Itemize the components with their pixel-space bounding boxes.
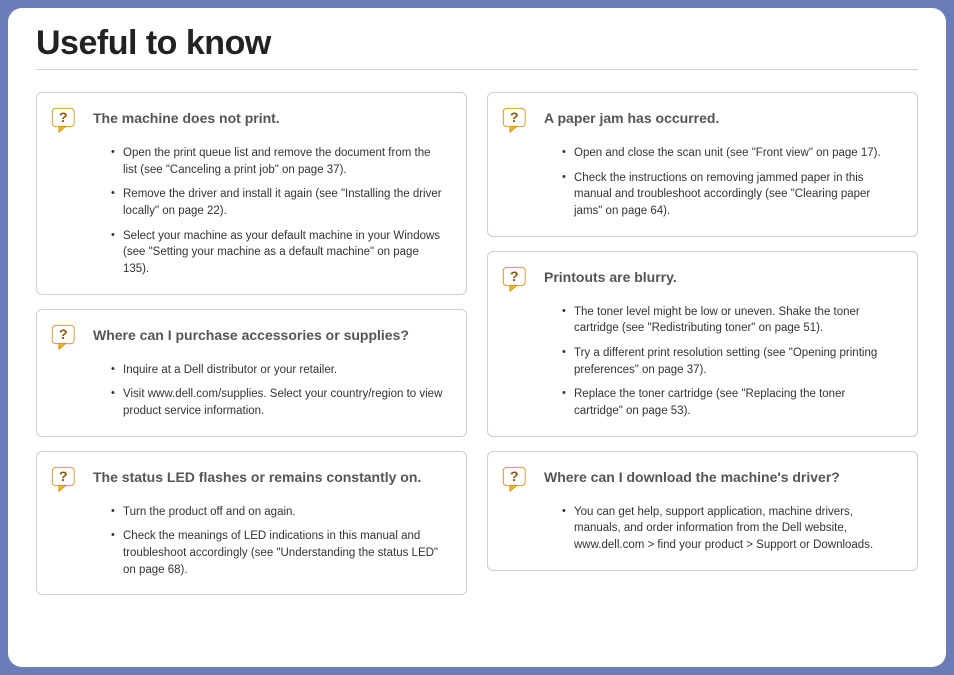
- faq-card: ? The machine does not print. Open the p…: [36, 92, 467, 295]
- faq-item-list: The toner level might be low or uneven. …: [502, 304, 903, 420]
- svg-text:?: ?: [59, 326, 68, 342]
- help-icon: ?: [502, 107, 530, 135]
- card-title: The status LED flashes or remains consta…: [93, 464, 421, 486]
- svg-text:?: ?: [510, 268, 519, 284]
- faq-item: Remove the driver and install it again (…: [111, 186, 446, 219]
- faq-item: Replace the toner cartridge (see "Replac…: [562, 386, 897, 419]
- faq-item: Check the instructions on removing jamme…: [562, 170, 897, 220]
- faq-card: ? The status LED flashes or remains cons…: [36, 451, 467, 596]
- card-title: Printouts are blurry.: [544, 264, 677, 286]
- faq-item: Check the meanings of LED indications in…: [111, 528, 446, 578]
- card-header: ? A paper jam has occurred.: [502, 105, 903, 135]
- help-icon: ?: [51, 466, 79, 494]
- card-title: Where can I purchase accessories or supp…: [93, 322, 409, 344]
- card-title: The machine does not print.: [93, 105, 280, 127]
- faq-item: You can get help, support application, m…: [562, 504, 897, 554]
- card-header: ? Where can I purchase accessories or su…: [51, 322, 452, 352]
- faq-item: The toner level might be low or uneven. …: [562, 304, 897, 337]
- faq-item-list: You can get help, support application, m…: [502, 504, 903, 554]
- faq-item-list: Open and close the scan unit (see "Front…: [502, 145, 903, 220]
- help-icon: ?: [502, 266, 530, 294]
- card-header: ? The machine does not print.: [51, 105, 452, 135]
- svg-text:?: ?: [59, 468, 68, 484]
- faq-item: Open the print queue list and remove the…: [111, 145, 446, 178]
- svg-text:?: ?: [510, 109, 519, 125]
- page-title: Useful to know: [36, 24, 918, 70]
- faq-item-list: Inquire at a Dell distributor or your re…: [51, 362, 452, 420]
- card-header: ? Printouts are blurry.: [502, 264, 903, 294]
- faq-item: Open and close the scan unit (see "Front…: [562, 145, 897, 162]
- faq-item: Inquire at a Dell distributor or your re…: [111, 362, 446, 379]
- page: Useful to know ? The machine does not pr…: [8, 8, 946, 667]
- faq-item-list: Open the print queue list and remove the…: [51, 145, 452, 278]
- help-icon: ?: [502, 466, 530, 494]
- faq-card: ? A paper jam has occurred. Open and clo…: [487, 92, 918, 237]
- faq-card: ? Printouts are blurry. The toner level …: [487, 251, 918, 437]
- faq-card: ? Where can I purchase accessories or su…: [36, 309, 467, 437]
- faq-card: ? Where can I download the machine's dri…: [487, 451, 918, 571]
- faq-item: Turn the product off and on again.: [111, 504, 446, 521]
- faq-item-list: Turn the product off and on again. Check …: [51, 504, 452, 579]
- card-header: ? Where can I download the machine's dri…: [502, 464, 903, 494]
- svg-text:?: ?: [59, 109, 68, 125]
- left-column: ? The machine does not print. Open the p…: [36, 92, 467, 595]
- card-title: Where can I download the machine's drive…: [544, 464, 840, 486]
- faq-item: Select your machine as your default mach…: [111, 228, 446, 278]
- help-icon: ?: [51, 324, 79, 352]
- faq-item: Try a different print resolution setting…: [562, 345, 897, 378]
- card-header: ? The status LED flashes or remains cons…: [51, 464, 452, 494]
- faq-item: Visit www.dell.com/supplies. Select your…: [111, 386, 446, 419]
- card-title: A paper jam has occurred.: [544, 105, 719, 127]
- help-icon: ?: [51, 107, 79, 135]
- svg-text:?: ?: [510, 468, 519, 484]
- columns: ? The machine does not print. Open the p…: [36, 92, 918, 595]
- right-column: ? A paper jam has occurred. Open and clo…: [487, 92, 918, 595]
